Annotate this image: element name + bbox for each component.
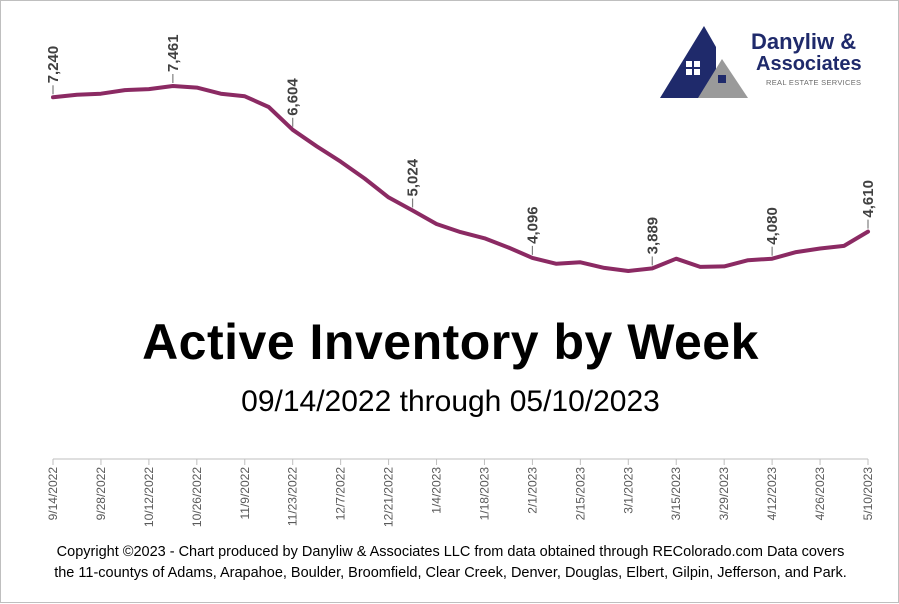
data-label: 4,096 [524,206,541,244]
logo-name-line2: Associates [756,53,862,75]
x-tick-label: 4/26/2023 [813,467,827,521]
x-tick-label: 11/9/2022 [238,467,252,520]
logo-tagline: REAL ESTATE SERVICES [766,78,862,87]
x-tick-label: 12/7/2022 [334,467,348,521]
x-tick-label: 5/10/2023 [861,467,875,521]
data-label: 4,610 [860,180,877,218]
data-label: 5,024 [405,158,422,196]
series-line [51,84,870,273]
logo-name-line1: Danyliw & [751,29,857,54]
x-tick-label: 4/12/2023 [765,467,779,521]
data-label: 4,080 [764,207,781,245]
data-label: 3,889 [644,217,661,255]
company-logo: Danyliw & Associates REAL ESTATE SERVICE… [656,23,871,103]
house-logo-icon [660,26,748,98]
x-tick-label: 12/21/2022 [382,467,396,527]
x-tick-label: 9/14/2022 [46,467,60,521]
data-label: 7,240 [45,46,62,84]
x-tick-label: 3/1/2023 [621,467,635,514]
data-label: 7,461 [165,34,182,72]
x-tick-label: 2/15/2023 [573,467,587,521]
copyright-line-2: the 11-countys of Adams, Arapahoe, Bould… [54,565,847,581]
x-tick-label: 3/15/2023 [669,467,683,521]
x-tick-label: 10/12/2022 [142,467,156,527]
x-tick-label: 2/1/2023 [525,467,539,514]
data-label: 6,604 [285,78,302,116]
x-tick-label: 3/29/2023 [717,467,731,521]
copyright-line-1: Copyright ©2023 - Chart produced by Dany… [56,544,845,560]
x-tick-label: 11/23/2022 [286,467,300,526]
chart-subtitle: 09/14/2022 through 05/10/2023 [241,385,660,418]
x-tick-label: 1/18/2023 [478,467,492,521]
chart-title: Active Inventory by Week [142,314,759,370]
x-tick-label: 10/26/2022 [190,467,204,527]
x-tick-label: 1/4/2023 [430,467,444,514]
x-tick-label: 9/28/2022 [94,467,108,521]
